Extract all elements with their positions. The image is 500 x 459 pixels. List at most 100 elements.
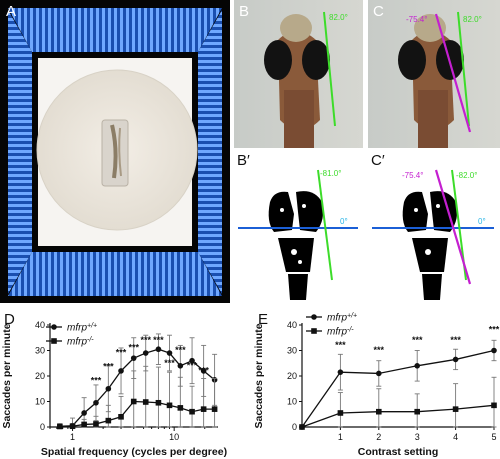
panel-b-prime: -81.0° 0° B′: [234, 152, 363, 302]
threshold-illustration-c: -75.4° -82.0° 0°: [368, 152, 500, 302]
legend-label: mfrp-/-: [327, 326, 354, 338]
y-tick-label: 20: [35, 371, 45, 381]
panel-label-c: C: [373, 3, 384, 20]
data-point-ko: [414, 408, 420, 415]
data-point-wt: [81, 410, 87, 416]
significance-marker: ***: [374, 345, 385, 355]
data-point-wt: [337, 369, 344, 375]
y-tick-label: 20: [287, 371, 297, 381]
y-tick-label: 40: [35, 320, 45, 330]
significance-marker: ***: [175, 345, 186, 355]
right-monitor: [198, 10, 222, 294]
data-point-ko: [130, 398, 137, 405]
data-point-ko: [452, 406, 459, 412]
right-eye: [302, 40, 330, 80]
angle-label-b: 82.0°: [329, 13, 348, 22]
x-tick-label: 10: [169, 432, 179, 442]
y-tick-label: 10: [287, 397, 297, 407]
data-point-ko: [105, 417, 112, 424]
x-tick-label: 1: [338, 432, 343, 442]
data-point-ko: [299, 424, 305, 430]
apparatus-illustration: [0, 0, 230, 303]
angle-label-c-left: -75.4°: [406, 15, 427, 24]
left-eye: [264, 40, 292, 80]
data-point-ko: [491, 402, 497, 409]
data-point-wt: [414, 363, 420, 369]
data-point-wt: [200, 368, 207, 374]
chart-e: 0 10 20 30 40 1 2 3 4 5 Contrast setting Saccades p…: [253, 312, 500, 458]
data-point-ko: [142, 399, 149, 405]
angle-label-cp-left: -75.4°: [402, 171, 423, 180]
significance-marker: ***: [153, 335, 164, 345]
data-point-wt: [376, 370, 382, 377]
data-point-wt: [105, 385, 112, 392]
data-point-ko: [93, 421, 99, 427]
data-point-wt: [130, 355, 137, 361]
data-point-ko: [337, 410, 344, 416]
legend-marker-ko: [51, 338, 57, 344]
x-axis-label: Spatial frequency (cycles per degree): [41, 446, 227, 458]
bottom-monitor: [8, 252, 222, 296]
data-point-wt: [491, 347, 497, 354]
angle-label-cp-horizontal: 0°: [478, 217, 486, 226]
data-point-ko: [155, 399, 162, 406]
significance-marker: ***: [164, 358, 175, 368]
chart-d: 0 10 20 30 40 1 10 Spatial frequency (cycles pe…: [1, 320, 227, 458]
significance-marker: ***: [335, 340, 346, 350]
significance-marker: ***: [450, 335, 461, 345]
larva-illustration-c: -75.4° 82.0°: [368, 0, 500, 148]
significance-marker: ***: [187, 360, 198, 370]
panel-label-c-prime: C′: [371, 152, 385, 169]
significance-marker: ***: [103, 362, 114, 372]
data-point-ko: [81, 421, 87, 428]
y-axis-label: Saccades per minute: [253, 323, 265, 428]
x-tick-label: 2: [376, 432, 381, 442]
x-tick-label: 3: [415, 432, 420, 442]
left-monitor: [8, 10, 32, 294]
significance-marker: ***: [116, 348, 127, 358]
angle-label-bp-horizontal: 0°: [340, 217, 348, 226]
data-point-wt: [452, 356, 459, 363]
data-point-ko: [200, 406, 207, 412]
y-tick-label: 0: [292, 422, 297, 432]
panel-c-photo: -75.4° 82.0° C: [368, 0, 500, 148]
panel-label-d: D: [4, 311, 15, 328]
x-axis-label: Contrast setting: [358, 446, 439, 458]
data-point-wt: [177, 363, 184, 369]
data-point-wt: [166, 350, 173, 356]
data-point-wt: [118, 368, 124, 374]
top-monitor: [8, 8, 222, 52]
y-tick-label: 30: [35, 346, 45, 356]
legend-marker-wt: [51, 324, 57, 330]
data-point-wt: [189, 357, 195, 364]
data-point-ko: [57, 423, 63, 430]
data-point-ko: [177, 405, 184, 411]
legend-marker-ko: [311, 328, 317, 334]
data-point-ko: [69, 423, 76, 430]
angle-label-bp-line: -81.0°: [320, 169, 341, 178]
y-tick-label: 0: [40, 422, 45, 432]
legend-label: mfrp-/-: [67, 336, 94, 348]
data-point-wt: [142, 350, 149, 356]
larva-illustration-b: 82.0°: [234, 0, 363, 148]
panel-label-a: A: [6, 3, 17, 20]
y-tick-label: 40: [287, 320, 297, 330]
significance-marker: ***: [198, 365, 209, 375]
x-tick-label: 4: [453, 432, 458, 442]
legend-label: mfrp+/+: [67, 322, 97, 334]
data-point-ko: [211, 406, 218, 412]
panel-a-photo: A: [0, 0, 230, 303]
y-axis-label: Saccades per minute: [1, 323, 13, 428]
legend-label: mfrp+/+: [327, 312, 357, 324]
y-tick-label: 10: [35, 397, 45, 407]
panel-label-b: B: [239, 3, 250, 20]
x-tick-label: 1: [70, 432, 75, 442]
panel-c-prime: -75.4° -82.0° 0° C′: [368, 152, 500, 302]
significance-marker: ***: [489, 325, 500, 335]
panel-label-e: E: [258, 311, 269, 328]
data-point-ko: [189, 408, 195, 415]
panel-b-photo: 82.0° B: [234, 0, 363, 148]
x-tick-label: 5: [491, 432, 496, 442]
data-point-ko: [118, 414, 124, 420]
angle-label-c-right: 82.0°: [463, 15, 482, 24]
